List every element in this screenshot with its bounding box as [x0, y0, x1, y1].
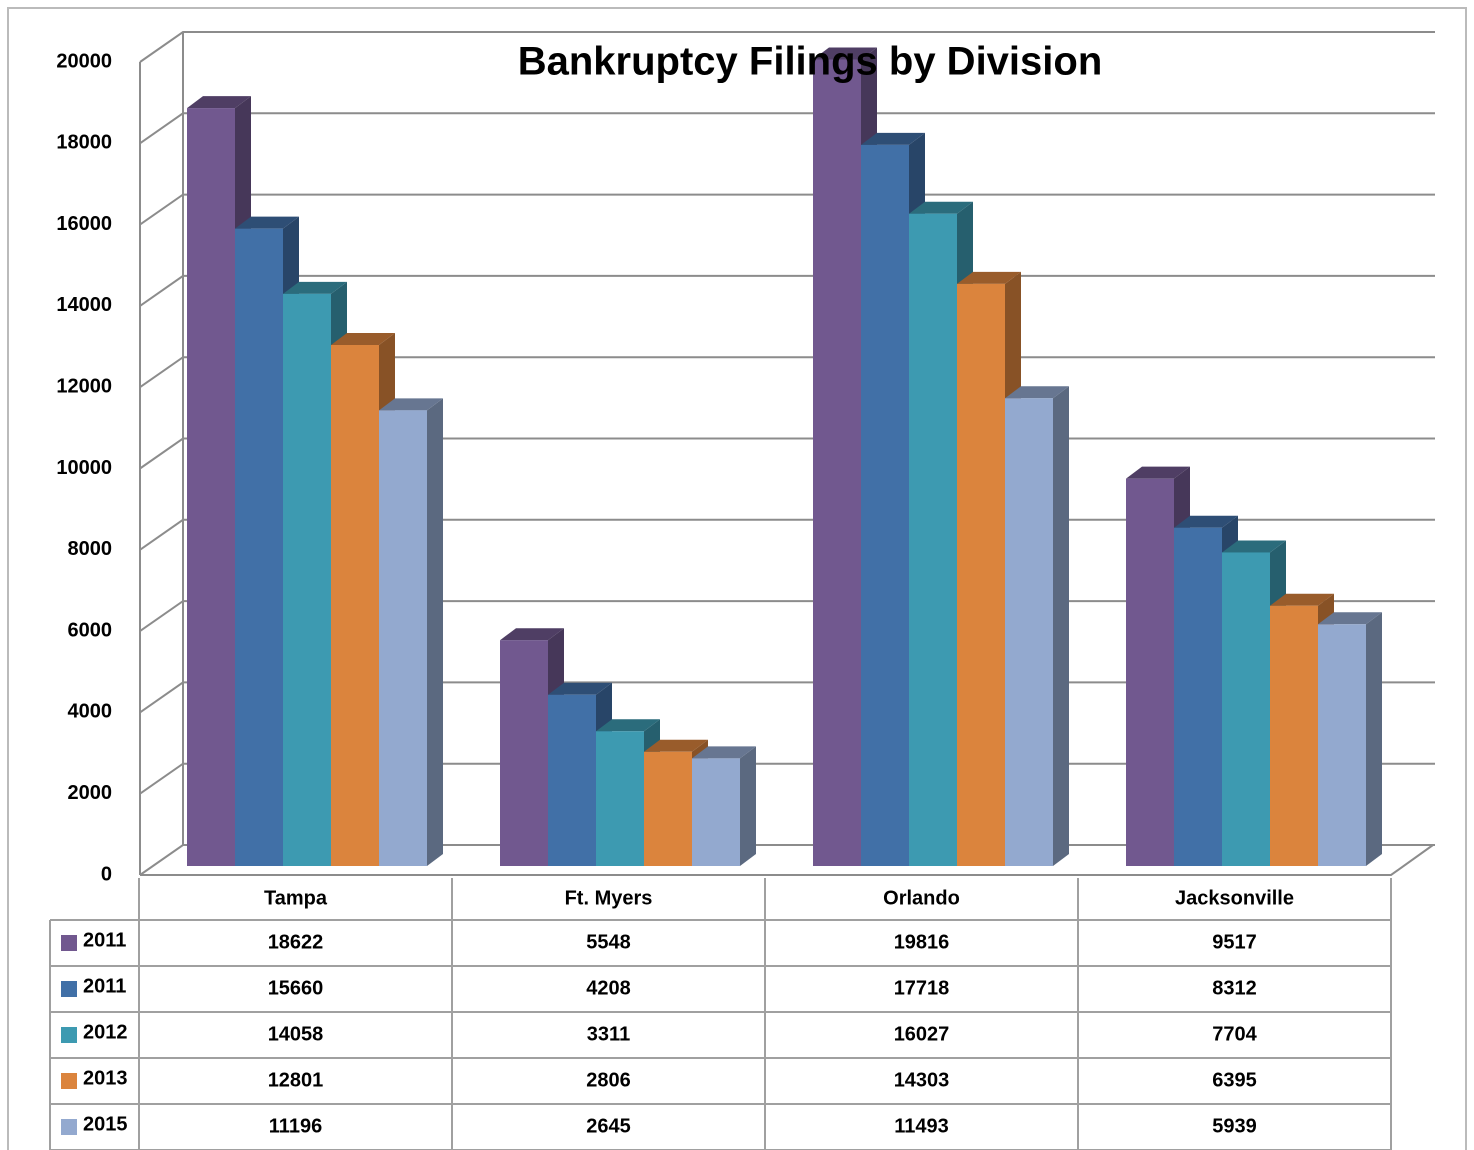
legend-swatch [61, 935, 77, 951]
bar [644, 751, 692, 866]
bar [1126, 478, 1174, 866]
bar-top [813, 47, 877, 60]
legend-swatch [61, 1119, 77, 1135]
bar [283, 293, 331, 867]
y-tick-label: 18000 [56, 132, 112, 154]
table-cell: 5939 [1212, 1115, 1257, 1137]
bar-side [427, 398, 443, 866]
table-cell: 17718 [894, 977, 950, 999]
bar-top [500, 628, 564, 641]
bar [957, 283, 1005, 866]
grid-line [139, 193, 1435, 226]
bar [548, 694, 596, 866]
y-tick-label: 20000 [56, 50, 112, 72]
legend-label: 2013 [83, 1067, 128, 1089]
table-cell: 11493 [894, 1115, 949, 1137]
chart-title: Bankruptcy Filings by Division [518, 40, 1103, 84]
table-cell: 14058 [268, 1023, 324, 1045]
table-cell: 8312 [1212, 977, 1257, 999]
legend-label: 2011 [83, 929, 126, 951]
table-cell: 2806 [586, 1069, 631, 1091]
bar [692, 758, 740, 866]
bar-top [1126, 466, 1190, 479]
bar-top [861, 132, 925, 145]
floor-edge [140, 844, 1434, 876]
table-header: Tampa [264, 887, 328, 909]
legend-label: 2015 [83, 1113, 128, 1135]
legend-label: 2011 [83, 975, 126, 997]
bar-top [1318, 612, 1382, 625]
table-cell: 4208 [586, 977, 631, 999]
bar [813, 59, 861, 867]
table-cell: 14303 [894, 1069, 950, 1091]
bar-top [1174, 515, 1238, 528]
bar-top [909, 201, 973, 214]
bar-top [692, 746, 756, 759]
legend-label: 2012 [83, 1021, 128, 1043]
bar-side [740, 746, 756, 866]
bar-side [1366, 612, 1382, 866]
bar-top [235, 216, 299, 229]
table-cell: 7704 [1212, 1023, 1257, 1045]
y-tick-label: 16000 [56, 213, 112, 235]
bar-top [596, 719, 660, 732]
y-tick-label: 10000 [56, 457, 112, 479]
bar [1222, 552, 1270, 866]
legend-swatch [61, 981, 77, 997]
table-cell: 18622 [268, 931, 324, 953]
bar-top [957, 271, 1021, 284]
bar-top [548, 682, 612, 695]
y-tick-label: 2000 [68, 782, 113, 804]
bar [909, 213, 957, 866]
bar [379, 410, 427, 866]
legend-swatch [61, 1073, 77, 1089]
y-tick-label: 12000 [56, 375, 112, 397]
table-cell: 9517 [1212, 931, 1257, 953]
bar [1005, 398, 1053, 866]
table-header: Orlando [883, 887, 960, 909]
bar [1318, 624, 1366, 866]
y-tick-label: 4000 [68, 701, 113, 723]
table-header: Jacksonville [1175, 887, 1294, 909]
bar [187, 108, 235, 867]
bar-top [1270, 593, 1334, 606]
y-tick-label: 6000 [68, 619, 113, 641]
bar-top [283, 281, 347, 294]
bar [861, 144, 909, 867]
bar-top [187, 96, 251, 109]
table-cell: 6395 [1212, 1069, 1257, 1091]
bar-top [644, 739, 708, 752]
table-cell: 5548 [586, 931, 631, 953]
bar [596, 731, 644, 866]
bar-top [1222, 540, 1286, 553]
bar-top [379, 398, 443, 411]
table-cell: 11196 [269, 1115, 322, 1137]
bar [1270, 605, 1318, 866]
bar-top [331, 332, 395, 345]
table-cell: 3311 [587, 1023, 630, 1045]
table-cell: 16027 [894, 1023, 950, 1045]
bar [235, 228, 283, 866]
y-tick-label: 8000 [68, 538, 113, 560]
legend-swatch [61, 1027, 77, 1043]
bar [500, 640, 548, 866]
bar-side [1053, 386, 1069, 866]
bar-top [1005, 386, 1069, 399]
chart-border [7, 7, 1467, 1150]
bar [1174, 527, 1222, 866]
y-tick-label: 14000 [56, 294, 112, 316]
grid-line [139, 112, 1435, 145]
table-cell: 2645 [586, 1115, 631, 1137]
y-tick-label: 0 [101, 863, 112, 885]
table-cell: 12801 [268, 1069, 324, 1091]
table-header: Ft. Myers [565, 887, 653, 909]
bar [331, 344, 379, 867]
table-cell: 19816 [894, 931, 950, 953]
table-cell: 15660 [268, 977, 324, 999]
